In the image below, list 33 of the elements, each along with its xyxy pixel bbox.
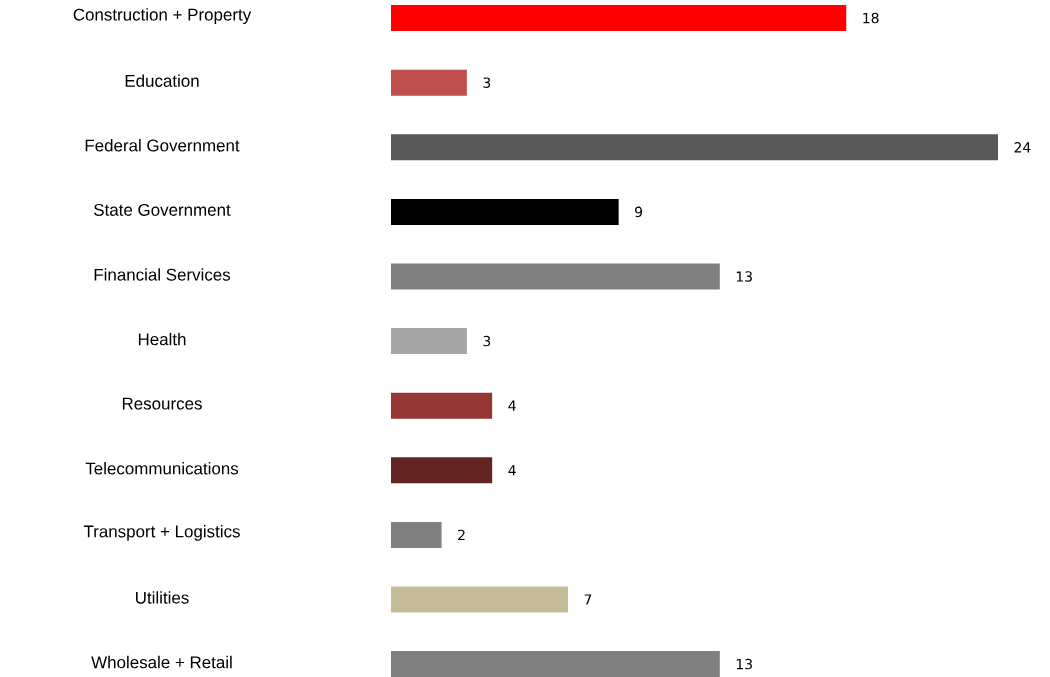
- data-label: 24: [1014, 142, 1031, 153]
- bar: [391, 521, 442, 548]
- data-label: 4: [508, 465, 516, 476]
- y-tick-label: Telecommunications: [85, 462, 239, 475]
- bar: [391, 392, 493, 419]
- data-label: 2: [458, 529, 465, 541]
- bar: [391, 328, 467, 355]
- bar: [391, 651, 720, 677]
- y-tick-label: Wholesale + Retail: [91, 655, 232, 669]
- bar: [391, 586, 569, 613]
- bar: [391, 457, 493, 484]
- data-label: 3: [483, 335, 491, 347]
- bar: [391, 69, 467, 96]
- data-label: 13: [736, 271, 752, 282]
- y-tick-label: Transport + Logistics: [83, 524, 240, 541]
- data-label: 3: [483, 77, 491, 88]
- bar: [391, 134, 999, 161]
- y-tick-label: Utilities: [136, 591, 189, 604]
- data-label: 18: [863, 12, 879, 24]
- bar: [391, 5, 847, 32]
- y-tick-label: Federal Government: [85, 139, 240, 152]
- y-tick-label: Health: [138, 332, 186, 346]
- data-label: 13: [736, 658, 752, 670]
- data-label: 9: [635, 206, 643, 218]
- y-tick-label: Financial Services: [94, 268, 231, 281]
- y-tick-label: State Government: [94, 203, 231, 216]
- y-tick-label: Education: [125, 74, 199, 87]
- y-tick-label: Resources: [122, 397, 202, 410]
- data-label: 4: [508, 400, 516, 411]
- data-label: 7: [584, 594, 592, 605]
- bar: [391, 263, 720, 290]
- bar: [391, 198, 619, 225]
- y-tick-label: Construction + Property: [73, 8, 252, 24]
